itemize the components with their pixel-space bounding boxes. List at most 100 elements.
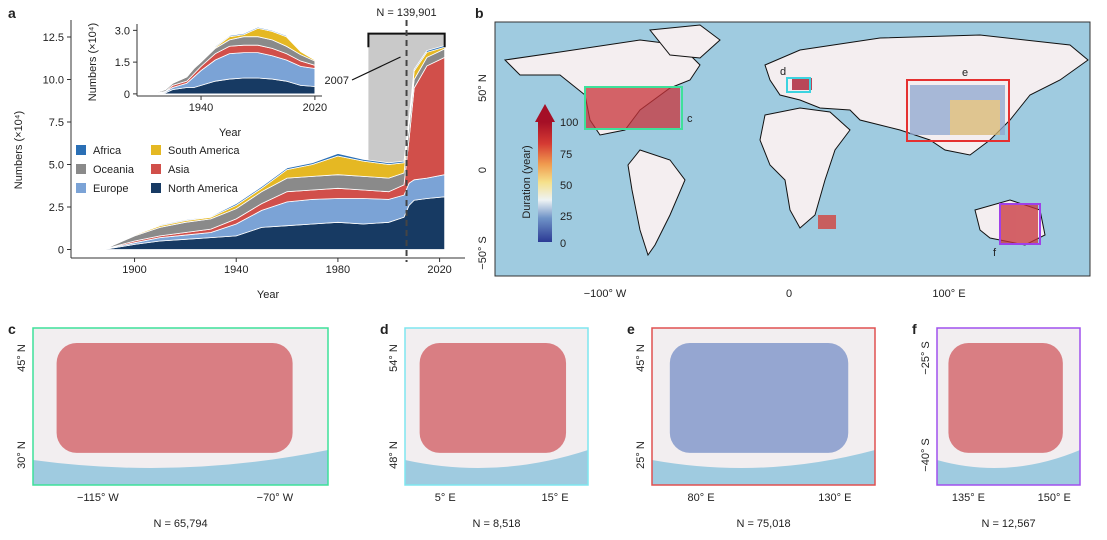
colorbar-tick: 25 (560, 211, 572, 223)
legend-swatch (151, 145, 161, 155)
region-label-e: e (962, 67, 968, 79)
legend-swatch (76, 164, 86, 174)
regional-map-frame (651, 327, 876, 486)
panel-label-c: c (8, 321, 16, 337)
regional-map-ocean (937, 450, 1080, 485)
regional-map-y-tick: −25° S (920, 341, 932, 374)
region-label-c: c (687, 113, 693, 125)
region-box-f[interactable] (999, 203, 1041, 245)
regional-map-ocean (33, 450, 328, 485)
colorbar-gradient (538, 122, 552, 242)
regional-map-x-tick: 80° E (688, 492, 715, 504)
panel-label-a: a (8, 5, 16, 21)
map-y-tick: 0 (477, 167, 489, 173)
map-x-tick: 0 (786, 288, 792, 300)
regional-map-y-tick: 45° N (635, 344, 647, 372)
main-x-tick-label: 1940 (224, 264, 248, 276)
legend-swatch (151, 183, 161, 193)
main-axes: 1900 1940 1980 2020 0 2.5 5.0 7.5 10.0 12.5 (43, 20, 465, 276)
main-y-tick-label: 7.5 (49, 117, 64, 129)
total-count-annotation: N = 139,901 (376, 7, 436, 19)
regional-maps: c −115° W −70° W 45° N 30° N N = 65,794 d 5° E 1… (8, 321, 1081, 530)
y-axis-title: Numbers (×10⁴) (13, 111, 25, 189)
colorbar: 0 25 50 75 100 Duration (year) (521, 104, 578, 250)
world-map-duration-overlay (585, 78, 1038, 243)
regional-map-c: c −115° W −70° W 45° N 30° N N = 65,794 (8, 321, 329, 530)
region-box-e[interactable] (906, 79, 1010, 142)
world-map-region-boxes: c d e f (584, 66, 1041, 259)
legend-swatch (76, 145, 86, 155)
colorbar-title: Duration (year) (521, 145, 533, 218)
map-y-tick: −50° S (477, 236, 489, 269)
main-x-tick-label: 2020 (427, 264, 451, 276)
regional-map-x-tick: 15° E (542, 492, 569, 504)
legend-label: North America (168, 183, 239, 195)
legend-label: South America (168, 145, 240, 157)
main-x-tick-label: 1900 (122, 264, 146, 276)
colorbar-tick: 50 (560, 180, 572, 192)
regional-map-ocean (652, 450, 875, 485)
region-box-d[interactable] (786, 77, 811, 93)
region-box-c[interactable] (584, 86, 683, 130)
regional-map-x-tick: −115° W (77, 492, 119, 504)
regional-map-x-tick: 135° E (952, 492, 985, 504)
regional-map-y-tick: 48° N (388, 441, 400, 469)
regional-map-y-tick: 25° N (635, 441, 647, 469)
legend-swatch (76, 183, 86, 193)
main-y-tick-label: 5.0 (49, 160, 64, 172)
regional-map-duration-points (419, 343, 567, 453)
regional-map-count: N = 12,567 (981, 518, 1035, 530)
x-axis-title: Year (257, 289, 280, 301)
inset-y-tick-label: 3.0 (115, 25, 130, 37)
main-y-tick-label: 0 (58, 245, 64, 257)
regional-map-y-tick: 45° N (16, 344, 28, 372)
regional-map-y-tick: 54° N (388, 344, 400, 372)
map-x-tick: −100° W (584, 288, 627, 300)
legend-label: Asia (168, 164, 190, 176)
regional-map-x-tick: 150° E (1038, 492, 1071, 504)
region-label-f: f (993, 247, 997, 259)
regional-map-duration-points (56, 343, 293, 453)
main-stacked-areas (83, 44, 446, 250)
regional-map-d: d 5° E 15° E 54° N 48° N N = 8,518 (380, 321, 589, 530)
legend-swatch (151, 164, 161, 174)
legend-label: Europe (93, 183, 128, 195)
inset-x-axis-title: Year (219, 127, 242, 139)
regional-map-frame (936, 327, 1081, 486)
regional-map-ocean (405, 450, 588, 485)
colorbar-tick: 100 (560, 117, 578, 129)
annotation-leader-line (351, 56, 401, 81)
inset-y-tick-label: 0 (124, 89, 130, 101)
colorbar-tick: 75 (560, 149, 572, 161)
main-y-tick-label: 10.0 (43, 75, 64, 87)
regional-map-x-tick: 130° E (818, 492, 851, 504)
inset-x-tick-label: 2020 (303, 102, 327, 114)
regional-map-f: f 135° E 150° E −25° S −40° S N = 12,567 (912, 321, 1081, 530)
panel-label-f: f (912, 321, 917, 337)
main-y-tick-label: 2.5 (49, 202, 64, 214)
main-y-tick-label: 12.5 (43, 32, 64, 44)
map-x-tick: 100° E (932, 288, 965, 300)
regional-map-duration-points (948, 343, 1063, 453)
inset-y-axis-title: Numbers (×10⁴) (87, 23, 99, 101)
map-y-tick: 50° N (477, 74, 489, 102)
colorbar-max-arrow (535, 104, 555, 122)
regional-map-count: N = 75,018 (736, 518, 790, 530)
panel-label-b: b (475, 5, 484, 21)
regional-map-frame (404, 327, 589, 486)
colorbar-tick: 0 (560, 238, 566, 250)
regional-map-duration-points (669, 343, 849, 453)
regional-map-x-tick: −70° W (257, 492, 294, 504)
inset-area-africa (151, 26, 316, 95)
regional-map-count: N = 65,794 (153, 518, 207, 530)
inset-axes: 1940 2020 0 1.5 3.0 (115, 24, 327, 114)
legend-label: Africa (93, 145, 122, 157)
regional-map-e: e 80° E 130° E 45° N 25° N N = 75,018 (627, 321, 876, 530)
panel-label-d: d (380, 321, 389, 337)
legend-label: Oceania (93, 164, 135, 176)
regional-map-frame (32, 327, 329, 486)
legend: Africa South America Oceania Asia Europe Nort… (76, 145, 240, 195)
regional-map-y-tick: −40° S (920, 438, 932, 471)
